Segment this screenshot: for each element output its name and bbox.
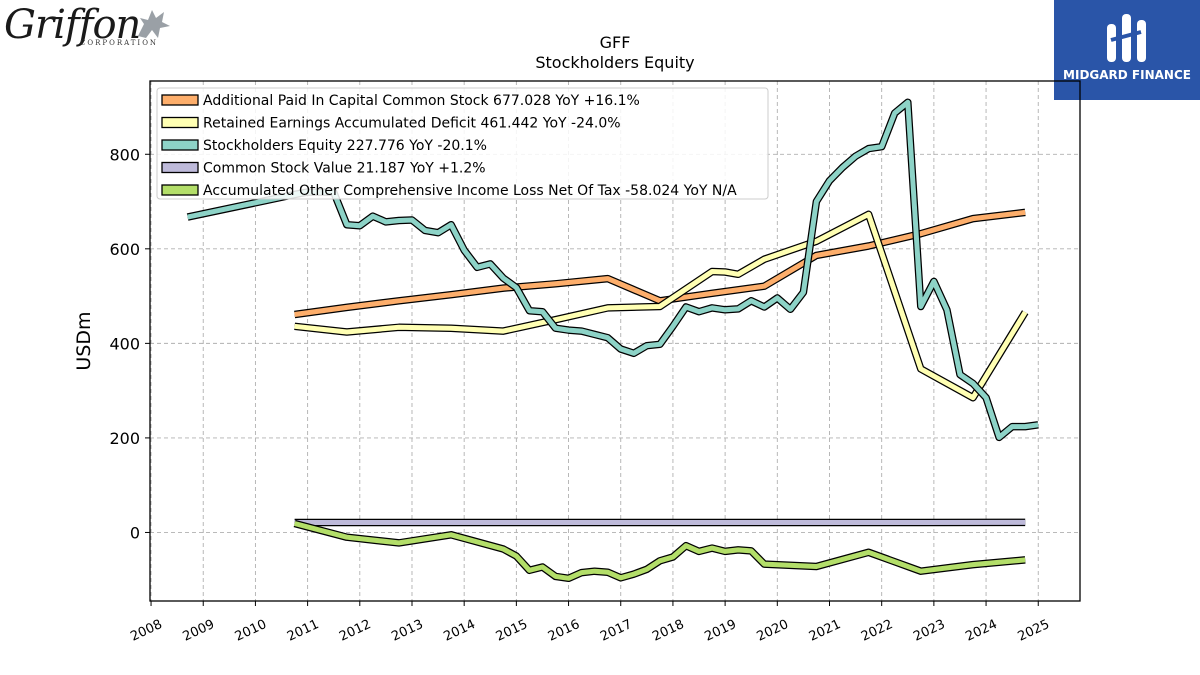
legend-label: Accumulated Other Comprehensive Income L… [203, 183, 737, 199]
x-tick-label: 2012 [337, 617, 373, 645]
griffin-icon [138, 10, 170, 38]
x-tick-label: 2010 [233, 617, 269, 645]
legend-item: Additional Paid In Capital Common Stock … [161, 93, 640, 109]
chart-title: GFF [600, 33, 631, 52]
x-tick-label: 2023 [911, 617, 947, 645]
chart-subtitle: Stockholders Equity [535, 53, 694, 72]
y-tick-label: 200 [109, 429, 140, 448]
company-logo-wordmark: Griffon [4, 2, 141, 48]
x-tick-label: 2016 [546, 617, 582, 645]
series-line-stroke [293, 521, 1026, 581]
series-line-stroke [294, 211, 1028, 401]
legend-item: Common Stock Value 21.187 YoY +1.2% [161, 161, 486, 177]
company-logo: Griffon CORPORATION [4, 2, 174, 50]
y-axis-label: USDm [73, 311, 95, 370]
legend-item: Stockholders Equity 227.776 YoY -20.1% [161, 138, 487, 154]
x-tick-label: 2017 [598, 617, 634, 645]
series-line-stroke [187, 99, 1039, 440]
legend-swatch [161, 161, 199, 174]
legend-swatch [161, 184, 199, 196]
series-line-stroke [294, 209, 1026, 317]
x-tick-label: 2020 [755, 617, 791, 645]
x-tick-label: 2022 [859, 617, 895, 645]
legend: Additional Paid In Capital Common Stock … [156, 87, 769, 200]
x-tick-label: 2021 [807, 617, 843, 645]
legend-swatch [161, 116, 199, 129]
legend-label: Retained Earnings Accumulated Deficit 46… [203, 116, 621, 132]
y-tick-label: 400 [109, 334, 140, 353]
x-tick-label: 2008 [128, 617, 164, 645]
y-tick-label: 0 [130, 523, 140, 542]
plot-area [149, 80, 1081, 602]
legend-box [156, 87, 769, 200]
brand-logo-icon [1107, 14, 1146, 62]
x-tick-label: 2009 [181, 617, 217, 645]
x-tick-label: 2014 [442, 617, 478, 645]
series-lines [186, 98, 1039, 583]
legend-swatch [161, 94, 199, 106]
y-tick-label: 600 [109, 240, 140, 259]
x-tick-label: 2025 [1016, 617, 1052, 645]
legend-label: Additional Paid In Capital Common Stock … [203, 93, 640, 109]
legend-label: Common Stock Value 21.187 YoY +1.2% [203, 161, 486, 177]
y-tick-label: 800 [109, 145, 140, 164]
legend-swatch [161, 139, 199, 151]
series-line-1 [294, 210, 1029, 402]
x-tick-label: 2015 [494, 617, 530, 645]
x-tick-label: 2011 [285, 617, 321, 645]
x-tick-label: 2013 [389, 617, 425, 645]
series-line-4 [293, 519, 1026, 583]
x-tick-label: 2018 [650, 617, 686, 645]
series-line-0 [294, 208, 1026, 319]
series-line-2 [186, 98, 1039, 442]
legend-item: Accumulated Other Comprehensive Income L… [161, 183, 737, 199]
company-logo-subtitle: CORPORATION [80, 39, 159, 47]
x-tick-label: 2024 [963, 617, 999, 645]
legend-item: Retained Earnings Accumulated Deficit 46… [161, 116, 621, 132]
legend-label: Stockholders Equity 227.776 YoY -20.1% [203, 138, 487, 154]
brand-badge: MIDGARD FINANCE [1054, 0, 1200, 100]
x-tick-label: 2019 [702, 617, 738, 645]
brand-name: MIDGARD FINANCE [1063, 68, 1191, 82]
